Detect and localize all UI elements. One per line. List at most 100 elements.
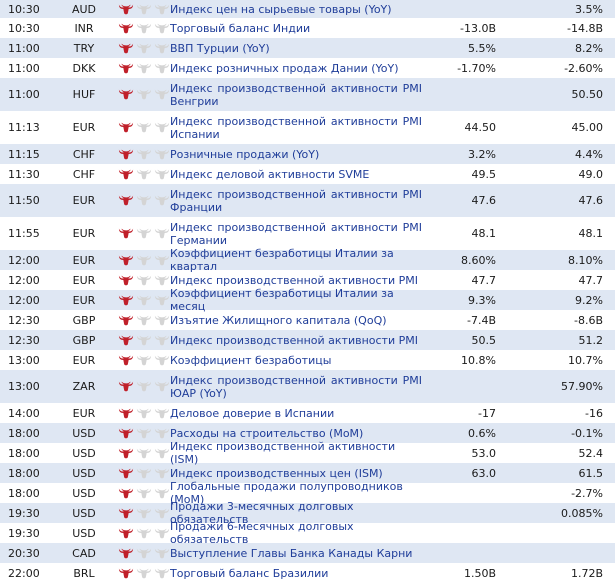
currency-code: EUR [72, 406, 96, 420]
calendar-row: 11:00 HUF Индекс производственной активнос… [0, 78, 615, 111]
event-link[interactable]: Индекс производственной активности PMI Ю… [170, 373, 422, 400]
bull-icon [118, 568, 134, 578]
event-time: 11:00 [8, 88, 40, 101]
importance-rating [112, 567, 170, 580]
bull-icon [118, 228, 134, 239]
previous-value: -2.60% [564, 61, 603, 75]
event-link[interactable]: Торговый баланс Индии [170, 21, 311, 35]
event-time: 12:30 [8, 313, 40, 327]
event-time: 12:00 [8, 293, 40, 307]
event-link[interactable]: Розничные продажи (YoY) [170, 147, 320, 161]
bull-icon [118, 63, 134, 73]
importance-rating [112, 427, 170, 440]
event-link[interactable]: Индекс производственной активности PMI [170, 273, 418, 287]
bull-icon [136, 488, 152, 498]
bull-icon [154, 43, 170, 53]
currency-code: USD [72, 486, 96, 500]
previous-value: 47.7 [578, 273, 604, 287]
bull-icon [118, 89, 134, 100]
event-link[interactable]: Коэффициент безработицы Италии за месяц [170, 287, 394, 313]
event-link[interactable]: Коэффициент безработицы [170, 353, 332, 367]
bull-icon [118, 255, 134, 265]
event-time: 12:00 [8, 253, 40, 267]
event-link[interactable]: Деловое доверие в Испании [170, 406, 335, 420]
event-link[interactable]: Расходы на строительство (MoM) [170, 426, 364, 440]
event-link[interactable]: Индекс производственной активности PMI Г… [170, 220, 422, 247]
calendar-row: 11:13 EUR Индекс производственной активнос… [0, 111, 615, 144]
actual-value: 9.3% [468, 293, 496, 307]
bull-icon [118, 23, 134, 33]
calendar-row: 11:00 DKK Индекс розничных продаж Дании (Y… [0, 58, 615, 78]
importance-rating [112, 294, 170, 307]
event-link[interactable]: Продажи 6-месячных долговых обязательств [170, 520, 354, 546]
bull-icon [154, 408, 170, 418]
bull-icon [154, 315, 170, 325]
bull-icon [136, 355, 152, 365]
currency-code: EUR [72, 253, 96, 267]
calendar-row: 22:00 BRL Торговый баланс Бразилии 1.50B 1.7… [0, 563, 615, 583]
calendar-row: 11:55 EUR Индекс производственной активнос… [0, 217, 615, 250]
calendar-row: 20:30 CAD Выступление Главы Банка Канады К… [0, 543, 615, 563]
bull-icon [154, 195, 170, 206]
actual-value: 48.1 [471, 227, 497, 240]
event-link[interactable]: Индекс производственной активности PMI [170, 333, 418, 347]
currency-code: USD [72, 506, 96, 520]
bull-icon [154, 548, 170, 558]
event-link[interactable]: Коэффициент безработицы Италии за кварта… [170, 247, 394, 273]
event-link[interactable]: Глобальные продажи полупроводников (MoM) [170, 480, 403, 506]
calendar-row: 19:30 USD Продажи 6-месячных долговых обяз… [0, 520, 615, 546]
bull-icon [154, 89, 170, 100]
event-time: 12:30 [8, 333, 40, 347]
bull-icon [118, 528, 134, 538]
event-link[interactable]: Торговый баланс Бразилии [170, 566, 329, 580]
actual-value: 3.2% [468, 147, 496, 161]
calendar-row: 18:00 USD Глобальные продажи полупроводник… [0, 480, 615, 506]
bull-icon [118, 448, 134, 458]
currency-code: USD [72, 526, 96, 540]
bull-icon [154, 381, 170, 392]
currency-code: EUR [72, 293, 96, 307]
bull-icon [154, 122, 170, 133]
event-link[interactable]: Продажи 3-месячных долговых обязательств [170, 500, 354, 526]
currency-code: HUF [72, 88, 96, 101]
actual-value: -1.70% [457, 61, 496, 75]
event-link[interactable]: Индекс цен на сырьевые товары (YoY) [170, 2, 392, 16]
bull-icon [154, 448, 170, 458]
bull-icon [136, 195, 152, 206]
bull-icon [118, 295, 134, 305]
bull-icon [118, 548, 134, 558]
event-time: 11:00 [8, 61, 40, 75]
event-link[interactable]: Выступление Главы Банка Канады Карни [170, 546, 413, 560]
bull-icon [136, 408, 152, 418]
calendar-row: 12:30 GBP Изъятие Жилищного капитала (QoQ)… [0, 310, 615, 330]
importance-rating [112, 354, 170, 367]
event-time: 13:00 [8, 380, 40, 393]
currency-code: CAD [72, 546, 96, 560]
event-link[interactable]: Индекс производственной активности (ISM) [170, 440, 396, 466]
event-link[interactable]: Индекс деловой активности SVME [170, 167, 370, 181]
bull-icon [154, 255, 170, 265]
bull-icon [136, 122, 152, 133]
actual-value: 0.6% [468, 426, 496, 440]
bull-icon [136, 335, 152, 345]
event-link[interactable]: Изъятие Жилищного капитала (QoQ) [170, 313, 387, 327]
bull-icon [118, 122, 134, 133]
event-link[interactable]: Индекс розничных продаж Дании (YoY) [170, 61, 399, 75]
previous-value: 51.2 [578, 333, 604, 347]
event-link[interactable]: Индекс производственной активности PMI И… [170, 114, 422, 141]
importance-rating [112, 547, 170, 560]
event-link[interactable]: ВВП Турции (YoY) [170, 41, 270, 55]
bull-icon [118, 4, 134, 14]
importance-rating [112, 314, 170, 327]
bull-icon [136, 508, 152, 518]
bull-icon [154, 355, 170, 365]
event-time: 10:30 [8, 2, 40, 16]
event-link[interactable]: Индекс производственной активности PMI Ф… [170, 187, 422, 214]
bull-icon [136, 169, 152, 179]
importance-rating [112, 507, 170, 520]
event-link[interactable]: Индекс производственных цен (ISM) [170, 466, 383, 480]
currency-code: EUR [72, 227, 96, 240]
bull-icon [154, 528, 170, 538]
event-link[interactable]: Индекс производственной активности PMI В… [170, 81, 422, 108]
previous-value: 10.7% [568, 353, 603, 367]
